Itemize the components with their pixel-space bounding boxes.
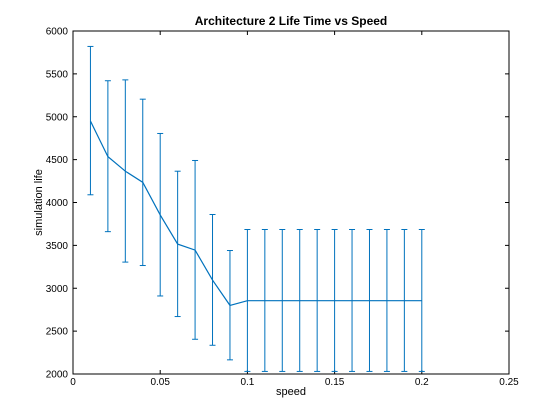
plot-area [73, 31, 509, 374]
y-tick-label: 5000 [46, 112, 69, 123]
y-tick-label: 3500 [46, 241, 69, 252]
y-tick-label: 4500 [46, 155, 69, 166]
x-tick-label: 0.15 [325, 377, 345, 388]
x-tick-label: 0.05 [150, 377, 170, 388]
y-tick-label: 5500 [46, 69, 69, 80]
y-tick-label: 6000 [46, 27, 69, 38]
x-tick-label: 0.2 [415, 377, 429, 388]
x-tick-label: 0.25 [499, 377, 519, 388]
x-tick-label: 0 [70, 377, 76, 388]
x-tick-label: 0.1 [240, 377, 254, 388]
x-axis-label: speed [276, 386, 306, 398]
chart-title: Architecture 2 Life Time vs Speed [195, 14, 388, 28]
y-axis-label: simulation life [33, 169, 45, 236]
y-tick-label: 2000 [46, 370, 69, 381]
y-tick-label: 4000 [46, 198, 69, 209]
y-tick-label: 3000 [46, 284, 69, 295]
y-tick-label: 2500 [46, 327, 69, 338]
